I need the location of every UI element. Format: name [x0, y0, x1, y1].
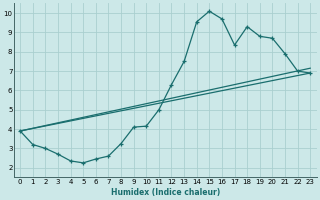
X-axis label: Humidex (Indice chaleur): Humidex (Indice chaleur)	[111, 188, 220, 197]
